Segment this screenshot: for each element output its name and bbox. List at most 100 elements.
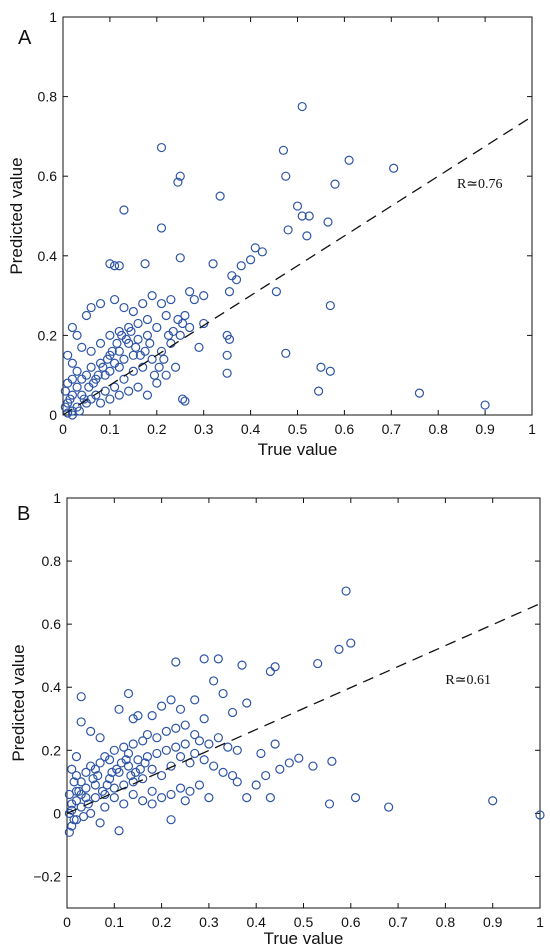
data-point [71,786,82,796]
data-point [171,742,181,752]
data-point [270,662,280,672]
data-point [166,815,176,825]
y-tick-label: 0 [53,805,61,821]
data-point [126,770,136,781]
x-tick-label: 0.2 [147,421,167,437]
data-point [324,799,335,809]
data-point [147,354,157,364]
regression-line [66,603,541,814]
data-point [86,302,96,313]
data-point [60,386,70,396]
data-point [107,767,117,777]
data-point [145,338,155,348]
data-point [119,205,129,215]
data-point [95,398,106,408]
data-point [161,745,171,755]
data-point [128,739,138,749]
data-point [67,821,77,831]
data-point [142,330,153,340]
data-point [76,717,86,727]
x-tick-label: 0 [63,914,71,930]
data-point [152,322,162,333]
y-tick-label: 0.2 [38,327,58,343]
data-point [97,786,108,796]
data-point [199,291,209,301]
data-point [157,701,167,711]
data-point [535,810,545,820]
data-point [185,322,195,333]
data-point [209,676,219,686]
x-tick-label: 1 [536,914,544,930]
data-point [102,780,112,790]
data-point [128,366,138,376]
data-point [81,310,92,321]
data-point [215,191,225,201]
data-point [102,354,113,364]
data-point [72,382,82,392]
data-point [130,767,141,777]
panel-letter: B [17,503,30,525]
y-tick-label: 1 [49,9,57,25]
data-point [251,780,261,790]
data-point [138,298,148,309]
x-tick-label: 0 [59,421,67,437]
data-point [142,729,153,740]
y-axis-label: Predicted value [7,157,26,274]
data-point [325,300,335,311]
x-tick-label: 0.7 [388,914,408,930]
chart-panel-b: 0 0.1 0.2 0.3 0.4 0.5 0.6 0.7 0.8 0.9 1 −0.2 0 0.2 0.4… [9,490,545,948]
data-point [232,745,242,755]
data-point [63,408,73,418]
correlation-annotation: R≃0.76 [457,177,503,192]
data-point [114,261,124,271]
data-point [63,350,73,360]
data-point [265,793,275,803]
data-point [304,211,314,221]
data-point [126,326,136,337]
data-point [231,275,242,285]
data-point [71,752,82,762]
data-point [119,354,129,364]
data-point [278,145,289,155]
data-point [199,654,209,664]
data-point [157,793,167,803]
data-point [147,786,157,796]
x-axis-label: True value [258,440,338,459]
data-point [67,410,77,420]
data-point [171,657,181,667]
data-point [71,796,82,806]
x-tick-label: 0.7 [382,421,402,437]
data-point [246,255,256,265]
data-point [232,777,242,787]
data-point [138,774,148,784]
data-point [157,770,167,781]
y-tick-label: 0.6 [42,616,62,632]
data-point [74,406,85,416]
data-point [177,318,188,329]
data-point [142,314,153,325]
y-tick-label: 0.4 [42,679,62,695]
x-tick-label: 0.3 [194,421,214,437]
data-point [90,793,100,803]
data-point [166,294,176,305]
data-point [76,777,86,787]
data-point [79,394,89,404]
data-point [154,362,164,372]
data-point [83,799,93,809]
data-point [90,780,100,790]
data-point [327,756,337,766]
data-point [77,342,87,352]
data-point [114,390,124,400]
data-point [133,382,143,392]
data-point [346,638,356,648]
data-point [105,259,115,269]
data-point [208,259,218,269]
y-tick-label: 0 [49,407,57,423]
data-point [81,793,91,803]
x-tick-label: 0.4 [246,914,266,930]
data-point [119,742,129,752]
data-point [112,338,122,348]
data-point [147,711,157,721]
data-point [156,223,167,233]
data-point [109,745,119,755]
